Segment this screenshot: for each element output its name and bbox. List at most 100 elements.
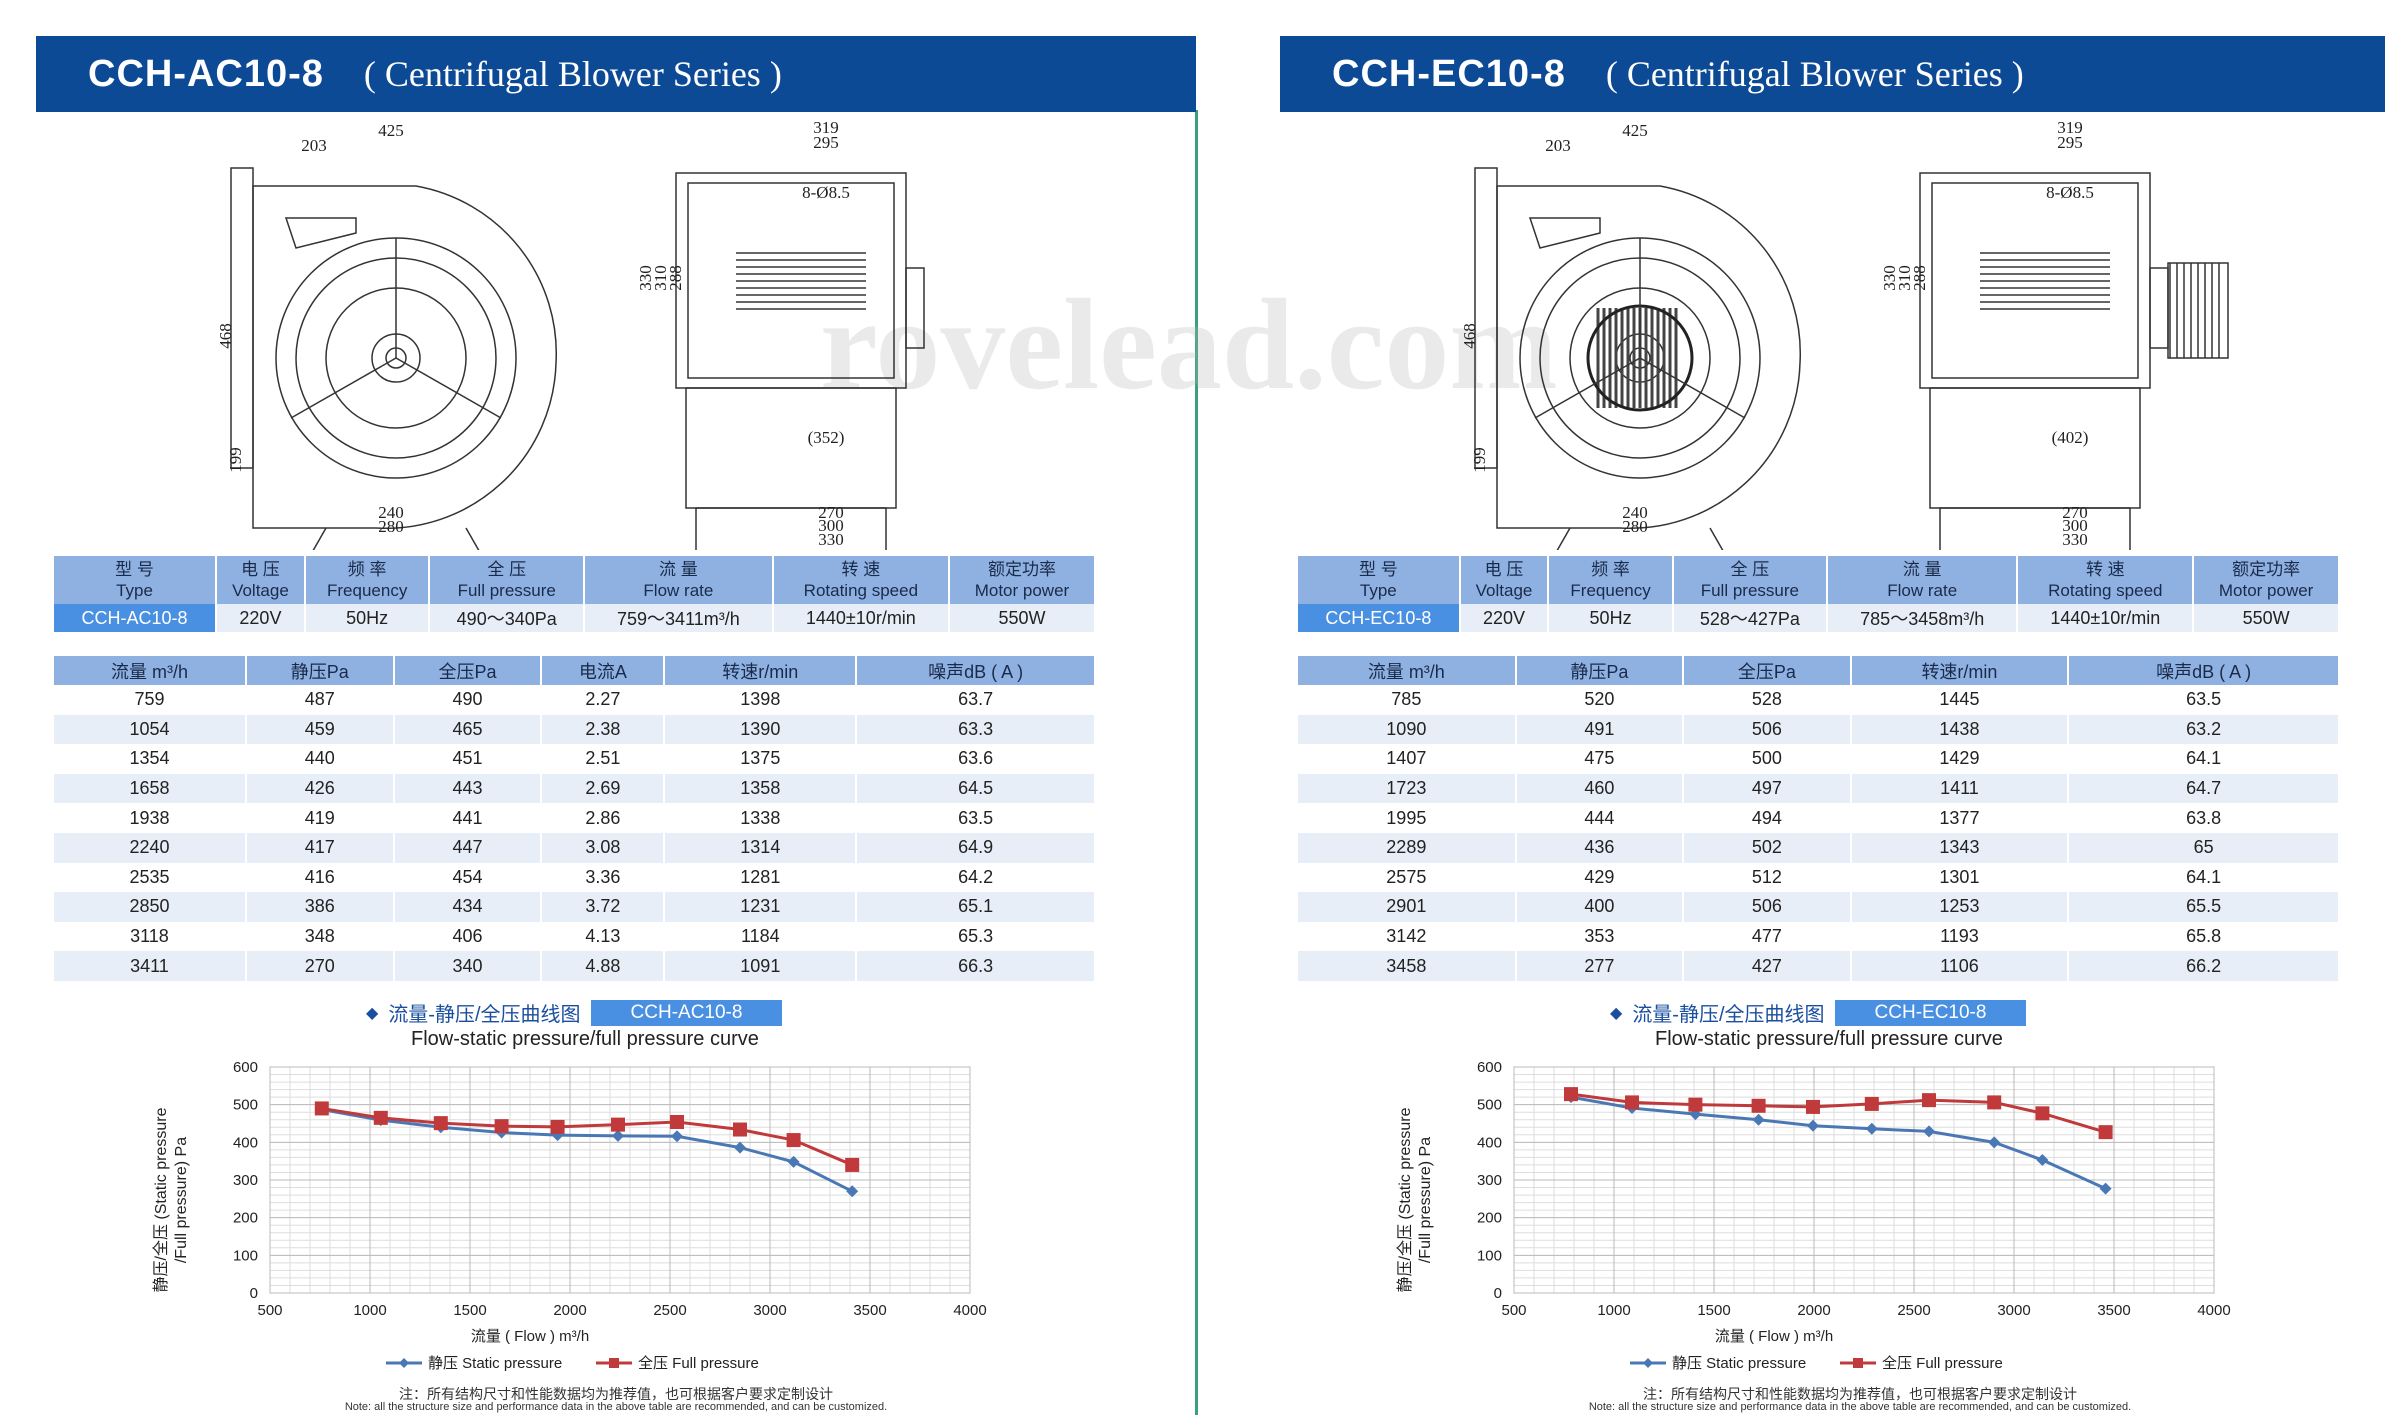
perf-cell: 64.9 — [856, 832, 1096, 863]
front-dim-label: 203 — [301, 136, 327, 155]
data-point — [1923, 1125, 1935, 1138]
perf-cell: 497 — [1683, 773, 1852, 804]
perf-cell: 475 — [1515, 744, 1685, 774]
data-point — [494, 1119, 509, 1134]
diamond-icon: ◆ — [366, 1004, 379, 1022]
curve-model-tag: CCH-EC10-8 — [1834, 999, 2027, 1026]
perf-cell: 436 — [1515, 832, 1685, 863]
x-tick-label: 2000 — [553, 1302, 586, 1319]
perf-cell: 2240 — [54, 832, 247, 863]
spec-header-cell: 电 压 Voltage — [215, 556, 306, 604]
perf-cell: 64.5 — [856, 773, 1096, 804]
performance-table: 流量 m³/h 静压Pa 全压Pa 电流A 转速r/min 噪声dB ( A ) 759 48… — [54, 656, 1096, 981]
front-dim-label: 240 — [1622, 503, 1648, 522]
front-dim-label: 203 — [1545, 136, 1571, 155]
spec-value-cell: 220V — [215, 604, 306, 632]
perf-cell: 400 — [1515, 892, 1685, 922]
table-row: 1658 426 443 2.69 1358 64.5 — [54, 773, 1096, 804]
x-axis-label: 流量 ( Flow ) m³/h — [471, 1328, 589, 1345]
side-dim-label: 330 — [818, 530, 844, 549]
data-point — [2099, 1182, 2112, 1195]
perf-cell: 63.2 — [2068, 714, 2340, 745]
data-point — [671, 1130, 683, 1143]
perf-cell: 3411 — [54, 951, 247, 981]
data-point — [314, 1101, 329, 1116]
table-row: 785 520 528 1445 63.5 — [1298, 685, 2340, 715]
perf-cell: 1338 — [664, 803, 858, 833]
perf-cell: 1054 — [54, 714, 247, 745]
y-tick-label: 200 — [233, 1210, 258, 1227]
side-dim-label: 8-Ø8.5 — [802, 183, 850, 202]
perf-cell: 2850 — [54, 892, 247, 922]
data-point — [1922, 1093, 1936, 1108]
perf-cell: 2901 — [1298, 892, 1517, 922]
side-dim-label: 310 — [1895, 265, 1914, 291]
front-dim-label: 280 — [378, 517, 404, 536]
spec-value-cell: 50Hz — [304, 604, 431, 632]
data-point — [2035, 1106, 2050, 1121]
front-dim-label: 425 — [1622, 121, 1648, 140]
perf-cell: 441 — [393, 803, 543, 833]
table-row: 2850 386 434 3.72 1231 65.1 — [54, 892, 1096, 922]
legend-label: 静压 Static pressure — [1672, 1355, 1806, 1372]
perf-cell: 416 — [245, 862, 395, 893]
perf-cell: 63.5 — [2068, 685, 2340, 715]
table-row: 1723 460 497 1411 64.7 — [1298, 773, 2340, 804]
perf-cell: 65.3 — [856, 921, 1096, 952]
x-tick-label: 3500 — [853, 1302, 886, 1319]
y-axis-label: 静压/全压 (Static pressure — [1396, 1107, 1414, 1292]
series-title: ( Centrifugal Blower Series ) — [1605, 54, 2024, 94]
technical-drawing: 425 203 468 199 240 280 319 295 8-Ø8.5 330 310 288(… — [36, 118, 1196, 564]
performance-table: 流量 m³/h 静压Pa 全压Pa 转速r/min 噪声dB ( A ) 785 520 52… — [1298, 656, 2340, 981]
x-tick-label: 4000 — [953, 1302, 986, 1319]
side-dim-label: 330 — [636, 265, 655, 291]
data-point — [550, 1119, 565, 1134]
perf-cell: 340 — [393, 951, 543, 981]
perf-cell: 4.88 — [541, 951, 666, 981]
side-dim-label: 300 — [2062, 516, 2088, 535]
perf-cell: 419 — [245, 803, 395, 833]
data-point — [786, 1133, 801, 1148]
perf-header-cell: 转速r/min — [664, 656, 858, 685]
perf-cell: 447 — [393, 832, 543, 863]
side-dim-label: 319 — [813, 118, 839, 137]
spec-header-cell: 频 率 Frequency — [1548, 556, 1674, 604]
curve-subtitle: Flow-static pressure/full pressure curve — [411, 1028, 759, 1050]
spec-header-cell: 频 率 Frequency — [304, 556, 431, 604]
curve-model-tag: CCH-AC10-8 — [590, 999, 783, 1026]
table-row: 3118 348 406 4.13 1184 65.3 — [54, 921, 1096, 952]
perf-cell: 487 — [245, 685, 395, 715]
perf-cell: 759 — [54, 685, 247, 715]
data-point — [1987, 1095, 2002, 1110]
perf-cell: 2535 — [54, 862, 247, 893]
perf-cell: 348 — [245, 921, 395, 952]
front-dim-label: 425 — [378, 121, 404, 140]
x-tick-label: 500 — [1501, 1302, 1526, 1319]
table-row: 1090 491 506 1438 63.2 — [1298, 714, 2340, 745]
perf-cell: 417 — [245, 832, 395, 863]
perf-header-row: 流量 m³/h 静压Pa 全压Pa 电流A 转速r/min 噪声dB ( A ) — [54, 656, 1096, 685]
spec-table: 型 号 Type 电 压 Voltage 频 率 Frequency 全 压 Full pre… — [54, 556, 1097, 632]
perf-cell: 528 — [1683, 685, 1852, 715]
perf-cell: 426 — [245, 773, 395, 804]
series-title: ( Centrifugal Blower Series ) — [363, 54, 782, 94]
perf-cell: 65 — [2068, 832, 2340, 863]
spec-header-cell: 电 压 Voltage — [1459, 556, 1550, 604]
perf-cell: 1090 — [1298, 714, 1517, 745]
perf-header-cell: 流量 m³/h — [54, 656, 247, 685]
x-tick-label: 2000 — [1797, 1302, 1830, 1319]
perf-cell: 491 — [1515, 714, 1685, 745]
table-row: 2901 400 506 1253 65.5 — [1298, 892, 2340, 922]
table-row: 2289 436 502 1343 65 — [1298, 832, 2340, 863]
spec-value-cell: 785～3458m³/h — [1826, 604, 2019, 632]
spec-value-cell: 550W — [948, 604, 1097, 632]
data-point — [611, 1117, 625, 1132]
perf-cell: 66.2 — [2068, 951, 2340, 981]
perf-cell: 64.1 — [2068, 744, 2340, 774]
spec-table: 型 号 Type 电 压 Voltage 频 率 Frequency 全 压 Full pre… — [1298, 556, 2340, 632]
perf-header-cell: 全压Pa — [1683, 656, 1852, 685]
spec-header-cell: 全 压 Full pressure — [429, 556, 585, 604]
perf-cell: 64.1 — [2068, 862, 2340, 893]
data-point — [1564, 1087, 1578, 1102]
perf-cell: 277 — [1515, 951, 1685, 981]
